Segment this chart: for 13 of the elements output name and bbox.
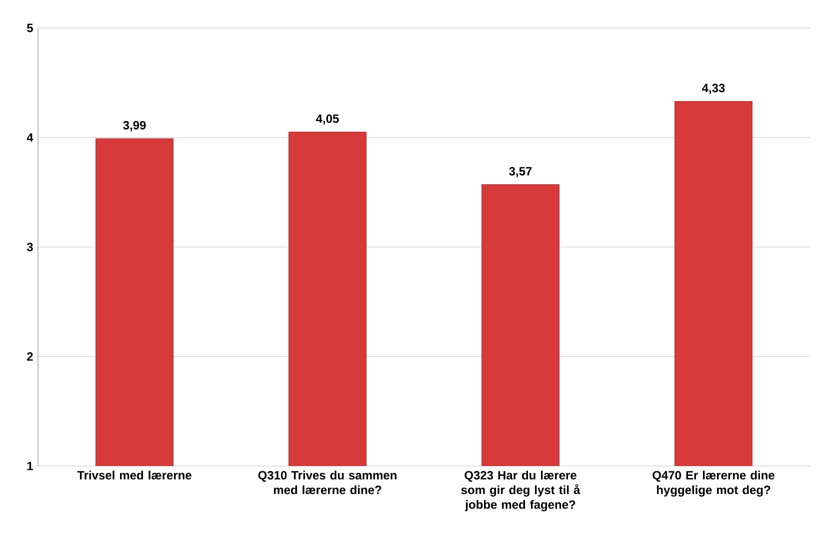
data-label: 4,33 (702, 84, 725, 94)
y-tick-label: 3 (26, 242, 33, 252)
y-tick-label: 1 (27, 462, 33, 470)
x-tick-label: Trivsel med lærerne (77, 470, 192, 480)
data-label: 4,05 (316, 114, 339, 125)
x-tick-label: Q310 Trives du sammen med lærerne dine? (258, 470, 396, 494)
data-label: 3,57 (509, 166, 532, 178)
y-tick-label: 2 (27, 352, 33, 361)
data-label: 3,99 (123, 120, 146, 132)
x-tick-label: Q323 Har du lærere som gir deg lyst til å jobbe med fagene? (461, 470, 580, 512)
y-tick-label: 5 (27, 24, 33, 32)
y-tick-label: 4 (26, 133, 34, 142)
x-tick-label: Q470 Er lærerne dine hyggelige mot deg? (652, 470, 774, 497)
